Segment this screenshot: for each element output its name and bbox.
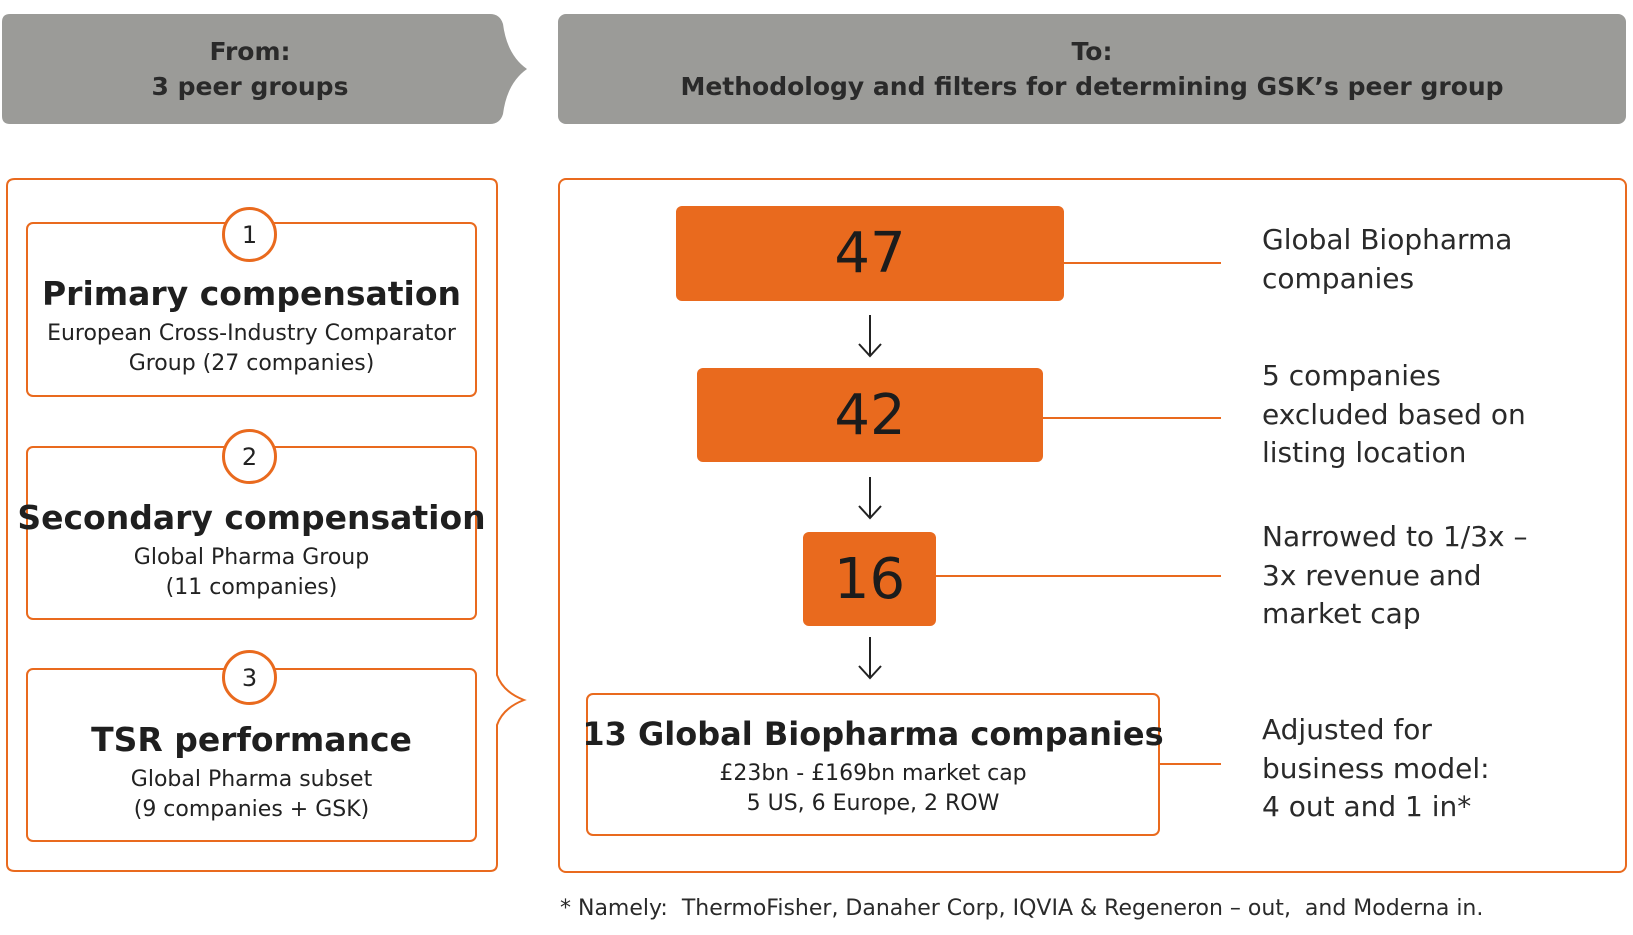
peer-group-detail: European Cross-Industry Comparator <box>47 321 456 346</box>
header-to-shape <box>558 14 1626 124</box>
peer-group-detail: (11 companies) <box>165 575 338 600</box>
down-arrow-icon <box>858 477 882 520</box>
footnote: * Namely: ThermoFisher, Danaher Corp, IQ… <box>560 896 1484 921</box>
header-from-shape <box>2 14 527 124</box>
funnel-description-3: Narrowed to 1/3x – 3x revenue and market… <box>1262 518 1528 634</box>
description-line: market cap <box>1262 597 1421 630</box>
peer-group-detail: Global Pharma Group <box>133 545 370 570</box>
result-description: Adjusted for business model: 4 out and 1… <box>1262 711 1490 827</box>
connector-line <box>1160 763 1221 765</box>
header-from-text: 3 peer groups <box>151 72 349 101</box>
description-line: Adjusted for <box>1262 713 1432 746</box>
funnel-description-2: 5 companies excluded based on listing lo… <box>1262 357 1526 473</box>
funnel-box-47: 47 <box>676 206 1064 301</box>
down-arrow-icon <box>858 315 882 358</box>
description-line: 3x revenue and <box>1262 558 1482 592</box>
number-badge-1: 1 <box>222 207 277 262</box>
description-line: listing location <box>1262 436 1467 469</box>
description-line: 5 companies <box>1262 359 1441 392</box>
header-shapes <box>2 14 1626 124</box>
description-line: companies <box>1262 261 1415 295</box>
peer-group-detail: Global Pharma subset <box>130 767 373 792</box>
result-detail: 5 US, 6 Europe, 2 ROW <box>746 791 1000 816</box>
header-to: To: Methodology and filters for determin… <box>558 14 1626 124</box>
connector-line <box>1043 417 1221 419</box>
peer-group-title: Primary compensation <box>42 274 461 313</box>
description-line: Global Biopharma <box>1262 223 1513 256</box>
header-to-label: To: <box>1071 37 1113 66</box>
funnel-box-42: 42 <box>697 368 1043 462</box>
header-from: From: 3 peer groups <box>2 14 498 124</box>
header-from-label: From: <box>209 37 291 66</box>
peer-group-title: TSR performance <box>91 720 412 759</box>
header-to-text: Methodology and filters for determining … <box>680 72 1504 101</box>
funnel-description-1: Global Biopharma companies <box>1262 221 1512 298</box>
peer-group-detail: Group (27 companies) <box>128 351 375 376</box>
description-line: business model: <box>1262 751 1490 785</box>
result-title: 13 Global Biopharma companies <box>582 715 1164 753</box>
description-line: 4 out and 1 in* <box>1262 790 1472 823</box>
left-panel <box>6 178 527 872</box>
result-box: 13 Global Biopharma companies £23bn - £1… <box>582 693 1164 836</box>
number-badge-3: 3 <box>222 650 277 705</box>
funnel-box-16: 16 <box>803 532 936 626</box>
connector-line <box>1064 262 1221 264</box>
peer-group-title: Secondary compensation <box>17 498 486 537</box>
right-panel <box>558 178 1627 873</box>
result-detail: £23bn - £169bn market cap <box>719 761 1027 786</box>
number-badge-2: 2 <box>222 429 277 484</box>
down-arrow-icon <box>858 637 882 680</box>
description-line: excluded based on <box>1262 397 1526 431</box>
connector-line <box>936 575 1221 577</box>
description-line: Narrowed to 1/3x – <box>1262 520 1528 553</box>
peer-group-detail: (9 companies + GSK) <box>133 797 370 822</box>
